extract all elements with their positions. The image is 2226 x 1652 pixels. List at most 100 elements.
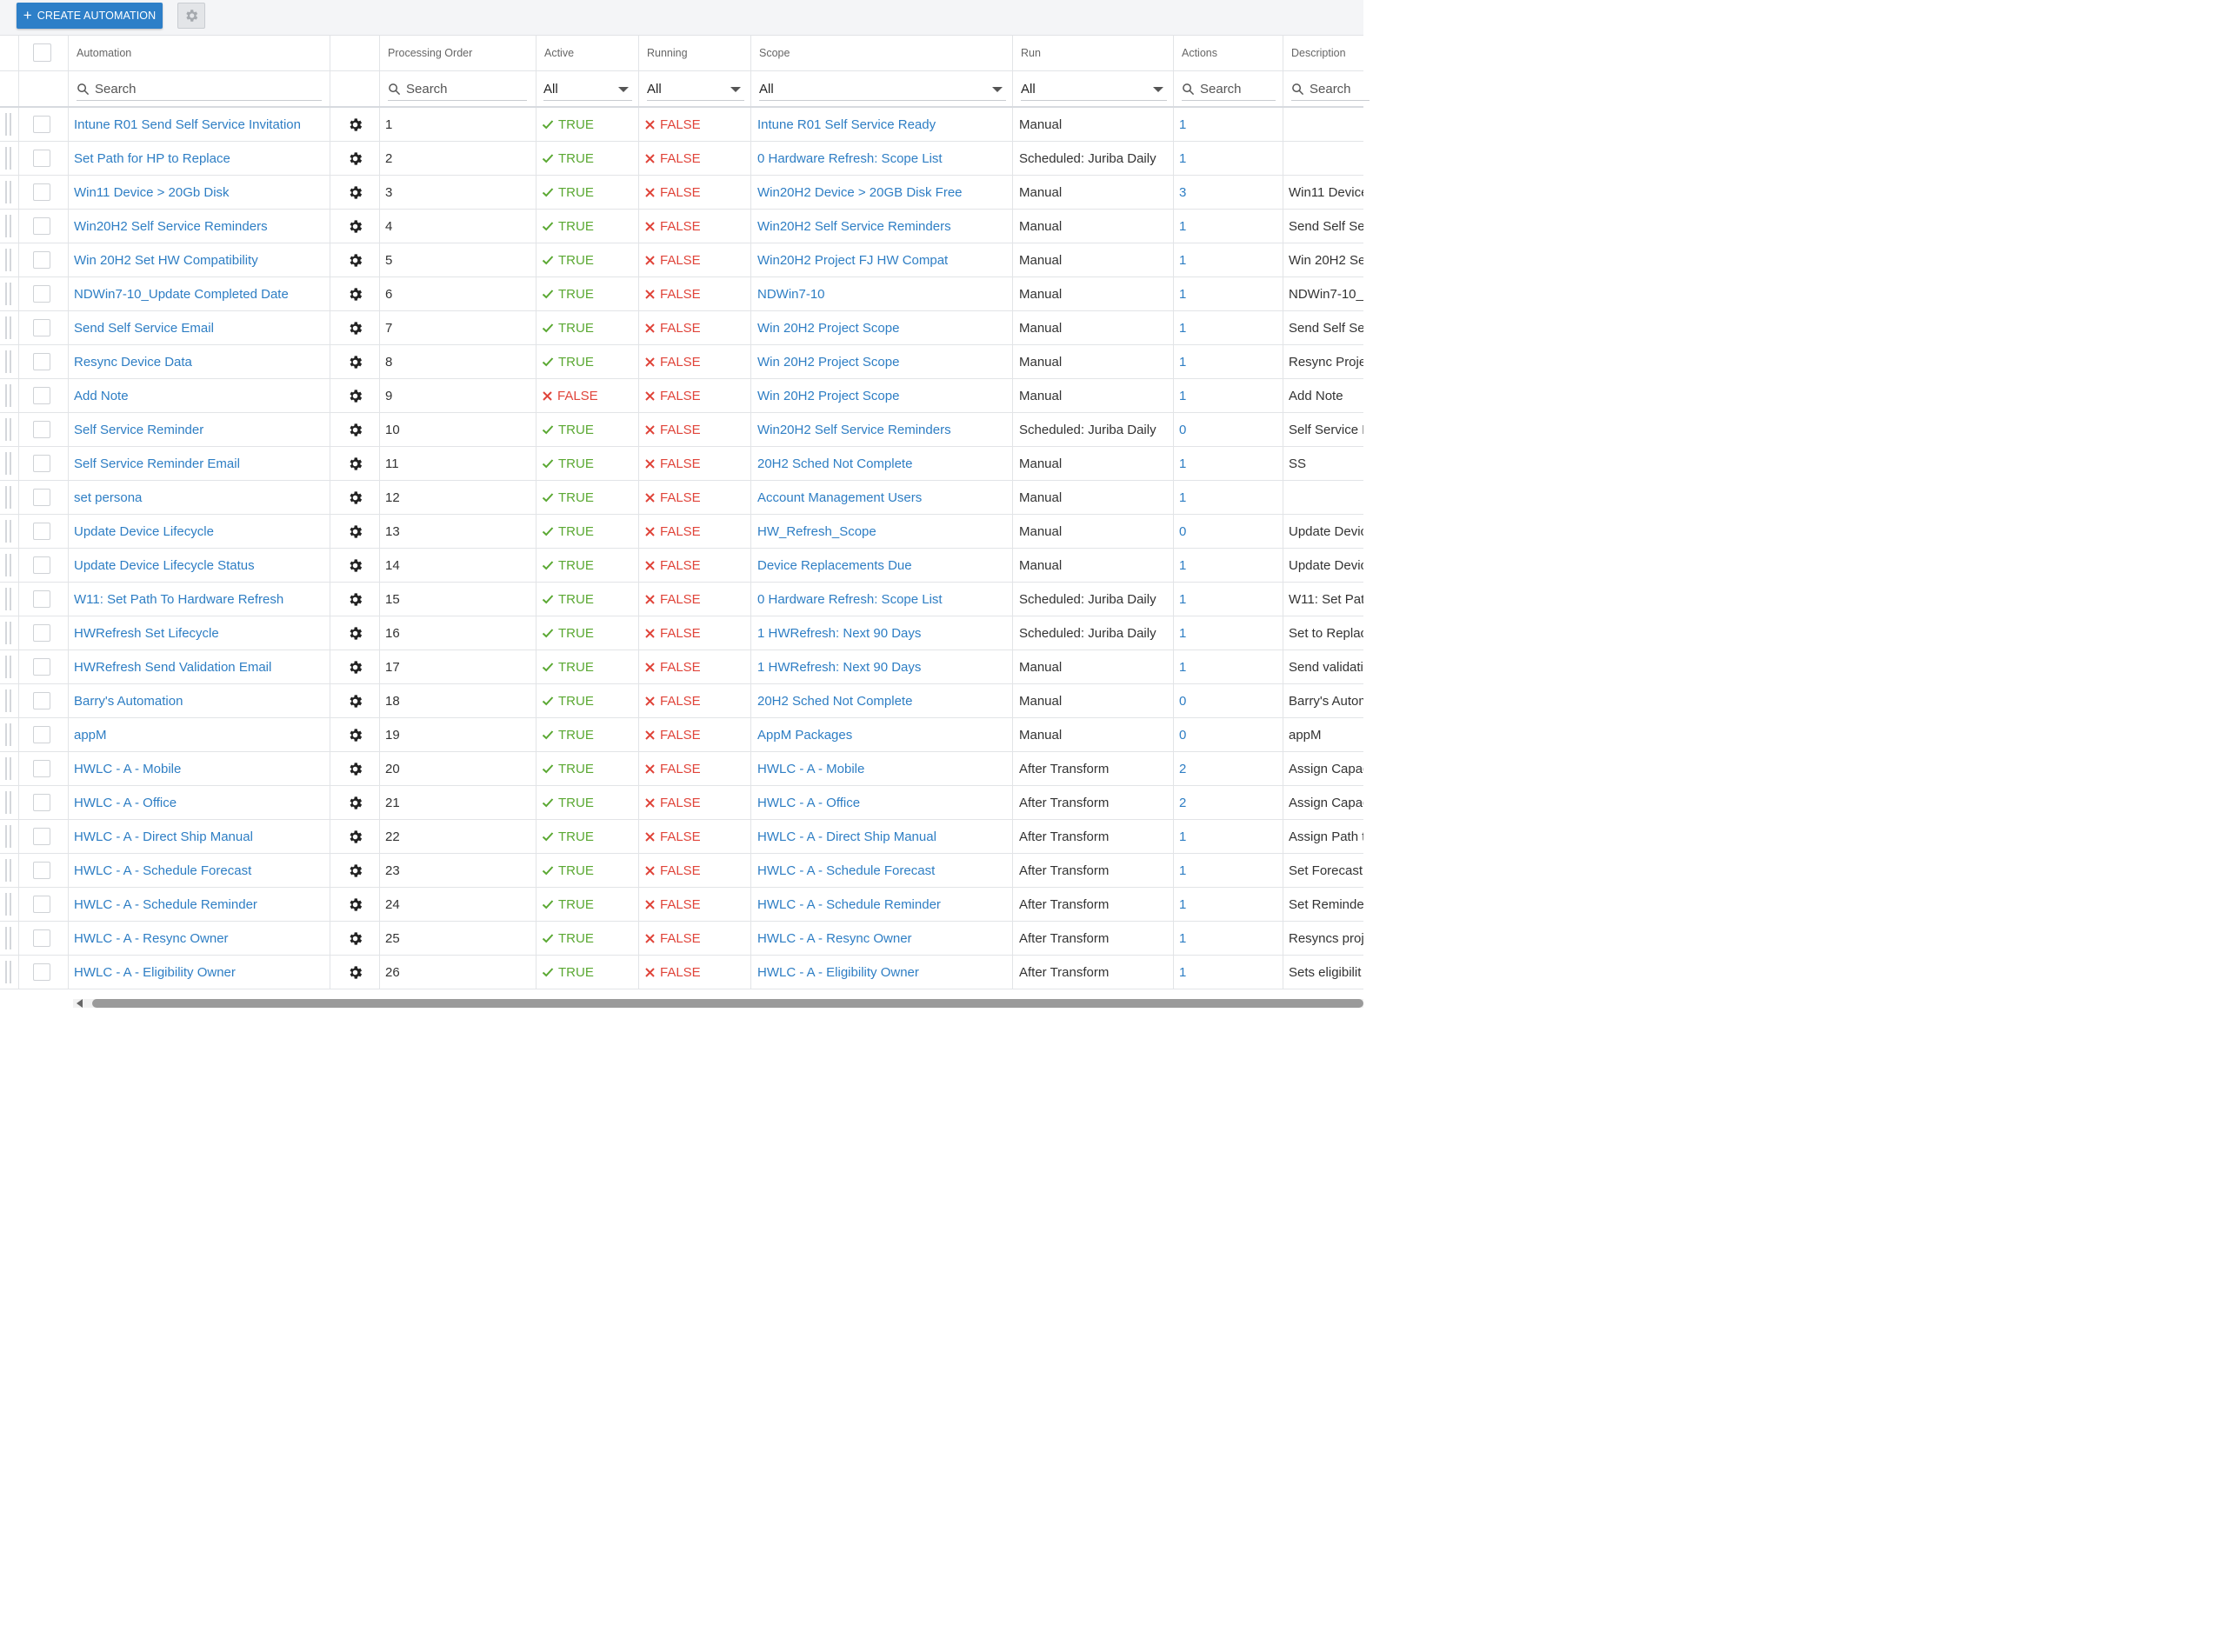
row-checkbox[interactable]: [33, 319, 50, 336]
drag-handle-icon[interactable]: [5, 757, 11, 780]
automation-name-link[interactable]: Set Path for HP to Replace: [74, 150, 230, 166]
header-active[interactable]: Active: [544, 46, 575, 59]
drag-handle-icon[interactable]: [5, 452, 11, 475]
scope-filter-select[interactable]: All: [759, 77, 1006, 101]
row-checkbox[interactable]: [33, 624, 50, 642]
order-search-input[interactable]: Search: [388, 77, 527, 101]
automation-name-link[interactable]: HWLC - A - Eligibility Owner: [74, 964, 236, 980]
table-row[interactable]: HWLC - A - Eligibility Owner 26 TRUE FALSE H…: [0, 956, 1363, 989]
row-checkbox[interactable]: [33, 387, 50, 404]
row-settings-button[interactable]: [344, 142, 365, 175]
actions-count-link[interactable]: 1: [1179, 150, 1187, 166]
table-row[interactable]: HWLC - A - Office 21 TRUE FALSE HWLC - A - O…: [0, 786, 1363, 820]
automation-name-link[interactable]: Update Device Lifecycle: [74, 523, 214, 539]
row-settings-button[interactable]: [344, 684, 365, 717]
drag-handle-icon[interactable]: [5, 249, 11, 271]
scope-link[interactable]: 0 Hardware Refresh: Scope List: [757, 150, 943, 166]
actions-count-link[interactable]: 3: [1179, 184, 1187, 200]
table-row[interactable]: HWRefresh Set Lifecycle 16 TRUE FALSE 1 HWRe…: [0, 616, 1363, 650]
scope-link[interactable]: Intune R01 Self Service Ready: [757, 117, 936, 132]
header-automation[interactable]: Automation: [77, 46, 132, 59]
row-checkbox[interactable]: [33, 828, 50, 845]
automation-name-link[interactable]: set persona: [74, 490, 143, 505]
header-run[interactable]: Run: [1021, 46, 1041, 59]
scope-link[interactable]: Win20H2 Self Service Reminders: [757, 218, 951, 234]
drag-handle-icon[interactable]: [5, 418, 11, 441]
scope-link[interactable]: Win 20H2 Project Scope: [757, 354, 900, 370]
drag-handle-icon[interactable]: [5, 554, 11, 576]
actions-count-link[interactable]: 1: [1179, 320, 1187, 336]
row-settings-button[interactable]: [344, 549, 365, 582]
automation-name-link[interactable]: Resync Device Data: [74, 354, 192, 370]
row-checkbox[interactable]: [33, 862, 50, 879]
scope-link[interactable]: NDWin7-10: [757, 286, 825, 302]
scope-link[interactable]: HWLC - A - Schedule Forecast: [757, 863, 936, 878]
scope-link[interactable]: Win 20H2 Project Scope: [757, 388, 900, 403]
scope-link[interactable]: Win 20H2 Project Scope: [757, 320, 900, 336]
actions-count-link[interactable]: 1: [1179, 388, 1187, 403]
header-running[interactable]: Running: [647, 46, 688, 59]
row-checkbox[interactable]: [33, 760, 50, 777]
drag-handle-icon[interactable]: [5, 791, 11, 814]
row-checkbox[interactable]: [33, 726, 50, 743]
automation-name-link[interactable]: Win11 Device > 20Gb Disk: [74, 184, 230, 200]
scope-link[interactable]: AppM Packages: [757, 727, 853, 743]
row-checkbox[interactable]: [33, 963, 50, 981]
drag-handle-icon[interactable]: [5, 825, 11, 848]
automation-name-link[interactable]: HWLC - A - Direct Ship Manual: [74, 829, 253, 844]
row-settings-button[interactable]: [344, 311, 365, 344]
scope-link[interactable]: HWLC - A - Resync Owner: [757, 930, 912, 946]
table-row[interactable]: HWLC - A - Schedule Reminder 24 TRUE FALSE H…: [0, 888, 1363, 922]
scope-link[interactable]: HWLC - A - Mobile: [757, 761, 865, 776]
row-checkbox[interactable]: [33, 285, 50, 303]
row-settings-button[interactable]: [344, 650, 365, 683]
automation-name-link[interactable]: HWLC - A - Resync Owner: [74, 930, 229, 946]
drag-handle-icon[interactable]: [5, 147, 11, 170]
scope-link[interactable]: HW_Refresh_Scope: [757, 523, 876, 539]
automation-name-link[interactable]: HWRefresh Send Validation Email: [74, 659, 272, 675]
row-settings-button[interactable]: [344, 243, 365, 276]
drag-handle-icon[interactable]: [5, 215, 11, 237]
table-row[interactable]: HWLC - A - Direct Ship Manual 22 TRUE FALSE…: [0, 820, 1363, 854]
automation-name-link[interactable]: Send Self Service Email: [74, 320, 214, 336]
scope-link[interactable]: Device Replacements Due: [757, 557, 912, 573]
row-settings-button[interactable]: [344, 922, 365, 955]
actions-count-link[interactable]: 1: [1179, 659, 1187, 675]
create-automation-button[interactable]: + CREATE AUTOMATION: [17, 3, 163, 29]
table-row[interactable]: Self Service Reminder 10 TRUE FALSE Win20H2 …: [0, 413, 1363, 447]
row-settings-button[interactable]: [344, 752, 365, 785]
actions-count-link[interactable]: 1: [1179, 490, 1187, 505]
row-settings-button[interactable]: [344, 956, 365, 989]
table-row[interactable]: HWLC - A - Mobile 20 TRUE FALSE HWLC - A - M…: [0, 752, 1363, 786]
header-scope[interactable]: Scope: [759, 46, 790, 59]
row-settings-button[interactable]: [344, 854, 365, 887]
row-checkbox[interactable]: [33, 692, 50, 709]
actions-count-link[interactable]: 1: [1179, 896, 1187, 912]
automation-name-link[interactable]: Update Device Lifecycle Status: [74, 557, 255, 573]
row-settings-button[interactable]: [344, 583, 365, 616]
actions-count-link[interactable]: 1: [1179, 252, 1187, 268]
table-row[interactable]: Win 20H2 Set HW Compatibility 5 TRUE FALSE W…: [0, 243, 1363, 277]
actions-count-link[interactable]: 1: [1179, 456, 1187, 471]
table-row[interactable]: HWRefresh Send Validation Email 17 TRUE FAL…: [0, 650, 1363, 684]
automation-name-link[interactable]: Self Service Reminder: [74, 422, 204, 437]
scroll-thumb[interactable]: [92, 999, 1363, 1008]
scope-link[interactable]: Win20H2 Device > 20GB Disk Free: [757, 184, 963, 200]
actions-count-link[interactable]: 1: [1179, 218, 1187, 234]
drag-handle-icon[interactable]: [5, 316, 11, 339]
row-settings-button[interactable]: [344, 345, 365, 378]
actions-count-link[interactable]: 1: [1179, 964, 1187, 980]
automation-name-link[interactable]: W11: Set Path To Hardware Refresh: [74, 591, 284, 607]
row-checkbox[interactable]: [33, 455, 50, 472]
actions-count-link[interactable]: 2: [1179, 795, 1187, 810]
scope-link[interactable]: 1 HWRefresh: Next 90 Days: [757, 659, 922, 675]
scope-link[interactable]: HWLC - A - Direct Ship Manual: [757, 829, 936, 844]
drag-handle-icon[interactable]: [5, 723, 11, 746]
row-settings-button[interactable]: [344, 888, 365, 921]
scope-link[interactable]: Win20H2 Project FJ HW Compat: [757, 252, 949, 268]
row-checkbox[interactable]: [33, 929, 50, 947]
table-row[interactable]: Win20H2 Self Service Reminders 4 TRUE FALSE…: [0, 210, 1363, 243]
table-row[interactable]: appM 19 TRUE FALSE AppM Packages Manual 0 appM: [0, 718, 1363, 752]
row-settings-button[interactable]: [344, 413, 365, 446]
table-row[interactable]: Add Note 9 FALSE FALSE Win 20H2 Project Scop…: [0, 379, 1363, 413]
